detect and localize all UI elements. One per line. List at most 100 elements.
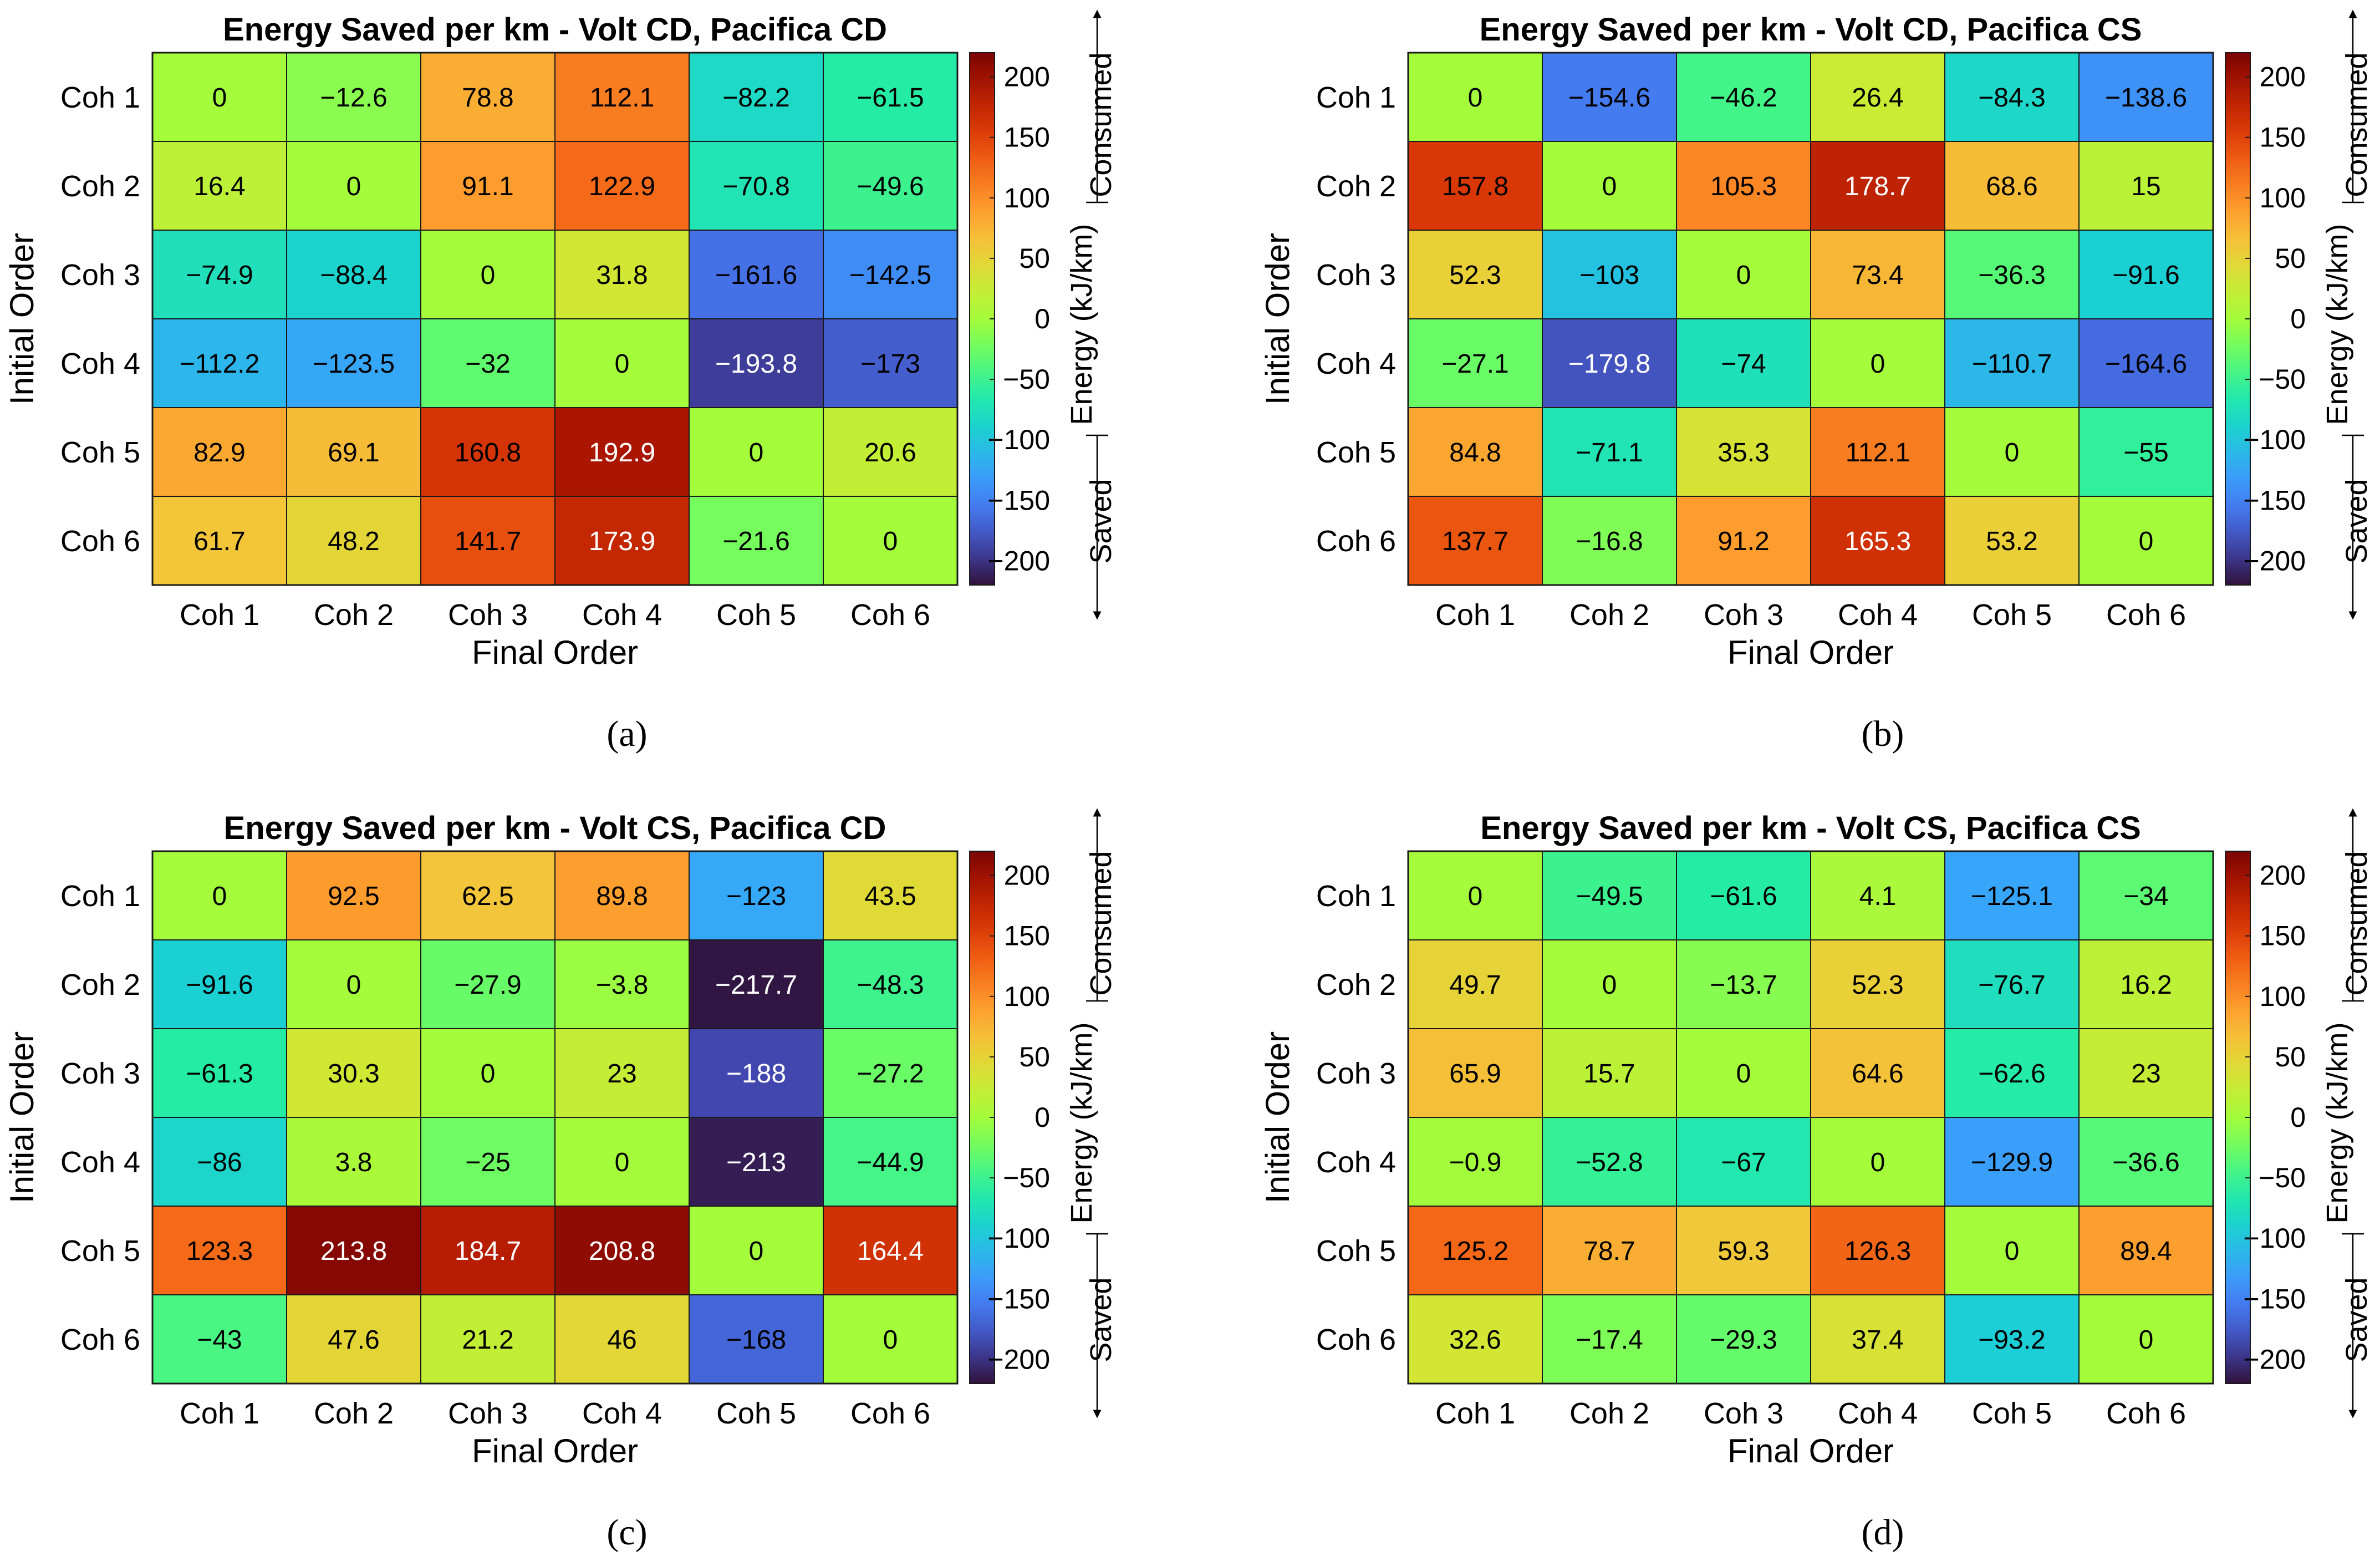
cell-value-label: −3.8 (596, 970, 649, 1000)
cell-value-label: 173.9 (589, 527, 655, 556)
x-tick-label: Coh 2 (1569, 1397, 1649, 1430)
y-axis-label: Initial Order (1259, 233, 1296, 405)
cell-value-label: 184.7 (455, 1237, 521, 1266)
heatmap-cell (286, 1028, 421, 1118)
cell-value-label: −44.9 (857, 1148, 924, 1177)
heatmap-cell (554, 1028, 690, 1118)
heatmap-cell (2078, 318, 2214, 408)
colorbar: 200 150 100 50 0 −50 −100 −150 −200 Energy (kJ/km… (2225, 808, 2373, 1418)
heatmap-cell (689, 318, 824, 408)
cell-value-label: 112.1 (1846, 438, 1910, 467)
cell-value-label: 0 (1602, 970, 1617, 1000)
heatmap-cell (554, 851, 690, 940)
x-axis-label: Final Order (1727, 1432, 1894, 1470)
heatmap-cell (823, 52, 958, 142)
heatmap-cell (286, 939, 421, 1029)
cell-value-label: 73.4 (1852, 261, 1903, 290)
heatmap-cell (1944, 851, 2080, 940)
cell-value-label: 0 (2139, 527, 2154, 556)
cell-value-label: −188 (726, 1059, 786, 1089)
x-tick-label: Coh 3 (1704, 598, 1783, 632)
heatmap-cell (1408, 851, 1543, 940)
colorbar-tick-label: 150 (2260, 921, 2306, 952)
heatmap-cell (1542, 1294, 1677, 1384)
cell-value-label: 89.4 (2120, 1237, 2172, 1266)
colorbar-tick-label: −200 (2243, 1344, 2306, 1375)
cell-value-label: −17.4 (1576, 1325, 1643, 1355)
panel-label: (a) (607, 714, 647, 754)
x-tick-label: Coh 6 (850, 1397, 930, 1430)
heatmap-cell (420, 851, 555, 940)
cell-value-label: −154.6 (1568, 83, 1650, 113)
cell-value-label: 0 (883, 1325, 898, 1355)
cell-value-label: −84.3 (1978, 83, 2045, 113)
y-tick-label: Coh 4 (60, 347, 140, 380)
heatmap-cell (420, 230, 555, 319)
cell-value-label: 30.3 (328, 1059, 379, 1089)
cell-value-label: 0 (212, 882, 227, 911)
heatmap-cell (1944, 1294, 2080, 1384)
cell-value-label: −138.6 (2105, 83, 2187, 113)
y-tick-label: Coh 5 (60, 1234, 140, 1268)
colorbar-tick-label: −150 (987, 485, 1050, 516)
y-tick-label: Coh 4 (1316, 1146, 1396, 1179)
cell-value-label: 23 (2131, 1059, 2160, 1089)
colorbar-tick-label: −200 (987, 545, 1050, 576)
y-tick-label: Coh 5 (1316, 1234, 1396, 1268)
heatmap-cell (1408, 1117, 1543, 1207)
cell-value-label: 84.8 (1449, 438, 1501, 467)
colorbar-tick-label: −100 (2243, 424, 2306, 455)
cell-value-label: −49.6 (857, 172, 924, 201)
y-tick-label: Coh 1 (1316, 81, 1396, 114)
heatmap-cell (2078, 1206, 2214, 1295)
heatmap-cell (1542, 230, 1677, 319)
cell-value-label: −123.5 (313, 349, 395, 379)
cell-value-label: 69.1 (328, 438, 379, 467)
cell-value-label: −21.6 (722, 527, 789, 556)
cell-value-label: −168 (726, 1325, 786, 1355)
heatmap-cell (689, 230, 824, 319)
cell-value-label: 82.9 (193, 438, 245, 467)
cell-value-label: −46.2 (1710, 83, 1777, 113)
cell-value-label: 52.3 (1852, 970, 1903, 1000)
cell-value-label: 21.2 (462, 1325, 513, 1355)
colorbar-tick-label: 0 (1034, 1102, 1050, 1133)
heatmap-cell (1944, 1117, 2080, 1207)
heatmap-cell (1542, 141, 1677, 231)
cell-value-label: −71.1 (1576, 438, 1643, 467)
y-tick-label: Coh 5 (1316, 436, 1396, 469)
cell-value-label: 0 (749, 1237, 764, 1266)
colorbar-tick-label: −100 (987, 424, 1050, 455)
consumed-label: Consumed (2340, 52, 2373, 197)
saved-label: Saved (2340, 1277, 2373, 1362)
cell-value-label: −173 (860, 349, 920, 379)
cell-value-label: 15.7 (1583, 1059, 1635, 1089)
x-axis-label: Final Order (472, 634, 638, 671)
cell-value-label: 35.3 (1718, 438, 1769, 467)
y-tick-label: Coh 2 (60, 170, 140, 203)
panel-label: (d) (1862, 1512, 1904, 1553)
cell-value-label: 92.5 (328, 882, 379, 911)
cell-value-label: 47.6 (328, 1325, 379, 1355)
heatmap-panel-4: Energy Saved per km - Volt CS, Pacifica … (1259, 808, 2373, 1553)
cell-value-label: −12.6 (320, 83, 387, 113)
cell-value-label: 0 (883, 527, 898, 556)
cell-value-label: −88.4 (320, 261, 387, 290)
colorbar-tick-label: 200 (1004, 62, 1050, 93)
heatmap-cell (1542, 1028, 1677, 1118)
cell-value-label: −76.7 (1978, 970, 2045, 1000)
heatmap-panel-3: Energy Saved per km - Volt CS, Pacifica … (3, 808, 1118, 1553)
heatmap-cell (689, 407, 824, 497)
heatmap-cell (1676, 939, 1811, 1029)
heatmap-panel-2: Energy Saved per km - Volt CD, Pacifica … (1259, 9, 2373, 754)
colorbar-tick-label: 100 (1004, 182, 1050, 213)
heatmap-cell (420, 1117, 555, 1207)
heatmap-cell (420, 318, 555, 408)
heatmap-cell (1542, 52, 1677, 142)
cell-value-label: 0 (1736, 261, 1751, 290)
colorbar-tick-label: −50 (2259, 364, 2306, 395)
heatmap-cell (152, 496, 287, 586)
heatmap-cell (152, 1206, 287, 1295)
cell-value-label: −61.5 (857, 83, 924, 113)
x-tick-label: Coh 3 (448, 1397, 528, 1430)
